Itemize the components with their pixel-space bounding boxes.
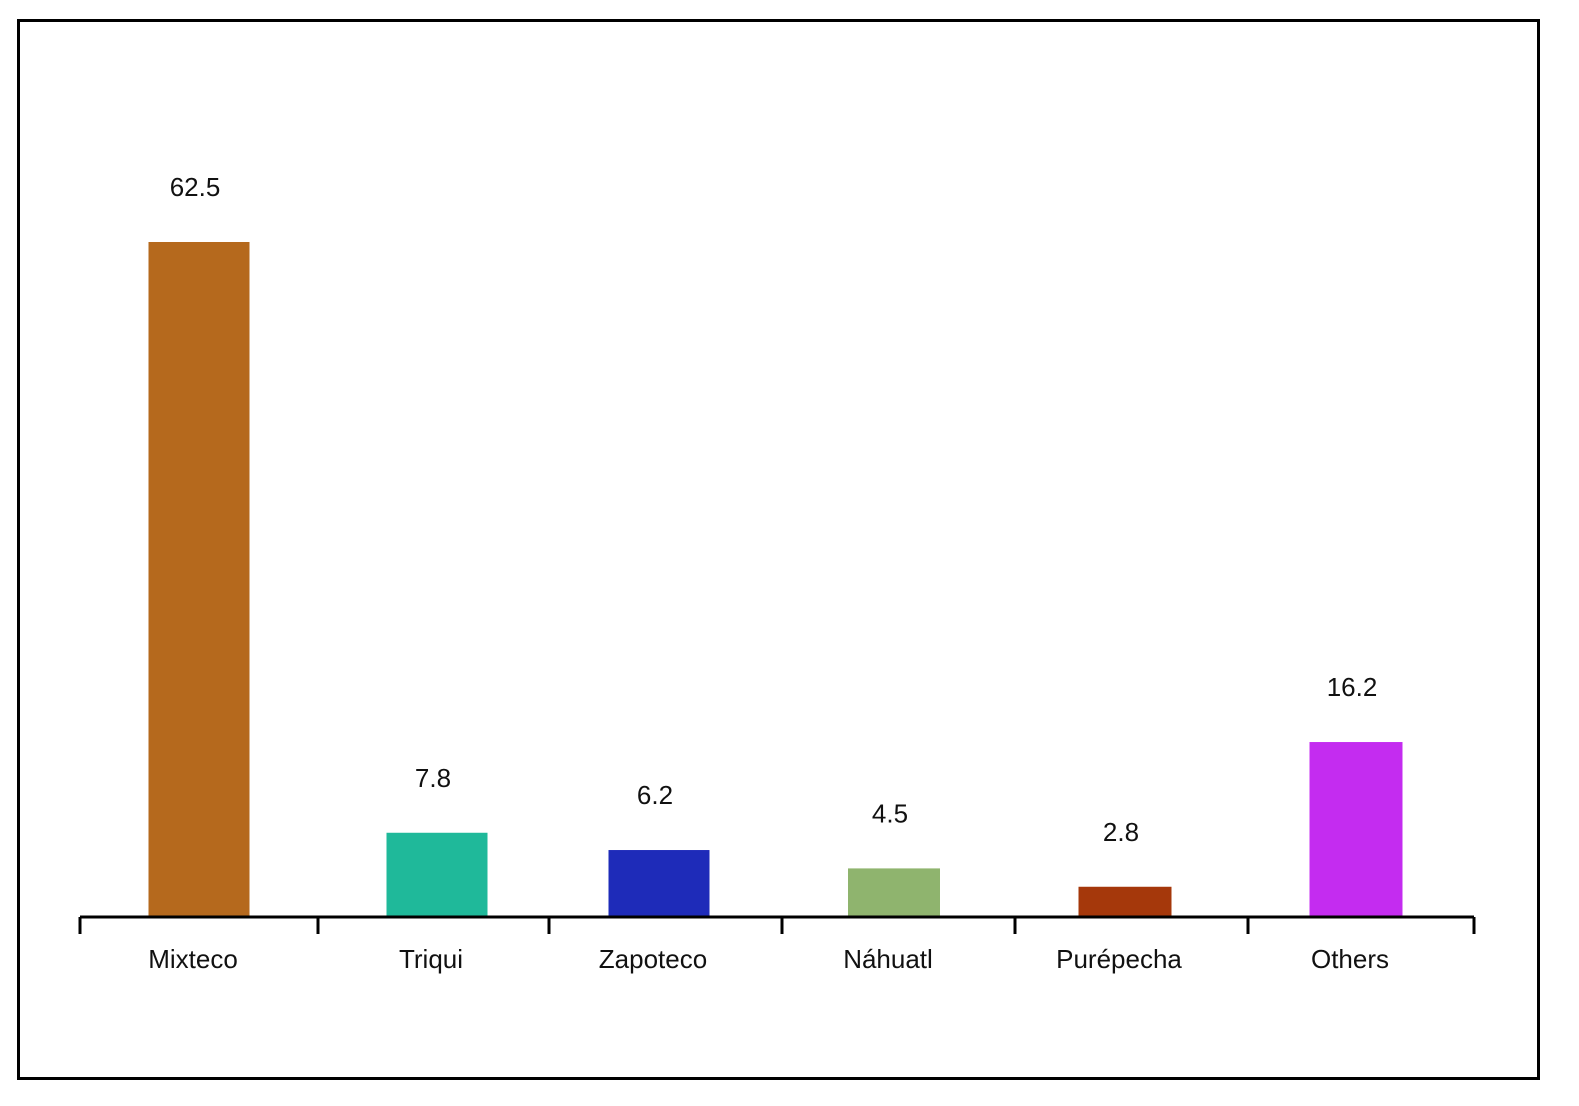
value-label-mixteco: 62.5 — [170, 172, 221, 202]
category-labels-group: Mixteco Triqui Zapoteco Náhuatl Purépecha Oth… — [148, 944, 1389, 974]
value-label-zapoteco: 6.2 — [637, 780, 673, 810]
category-label-triqui: Triqui — [399, 944, 463, 974]
value-label-purépecha: 2.8 — [1103, 817, 1139, 847]
value-label-others: 16.2 — [1327, 672, 1378, 702]
bar-zapoteco — [608, 850, 710, 917]
x-axis — [78, 915, 1476, 934]
bar-purépecha — [1078, 886, 1172, 917]
category-label-others: Others — [1311, 944, 1389, 974]
category-label-náhuatl: Náhuatl — [843, 944, 933, 974]
category-label-mixteco: Mixteco — [148, 944, 238, 974]
value-label-triqui: 7.8 — [415, 763, 451, 793]
bars-group — [148, 242, 1403, 917]
bar-mixteco — [148, 242, 250, 917]
bar-triqui — [386, 832, 488, 917]
category-label-zapoteco: Zapoteco — [599, 944, 707, 974]
chart-frame — [17, 19, 1540, 1080]
value-label-náhuatl: 4.5 — [872, 798, 908, 828]
bar-náhuatl — [848, 868, 940, 917]
value-labels-group: 62.5 7.8 6.2 4.5 2.8 16.2 — [170, 172, 1378, 847]
category-label-purépecha: Purépecha — [1056, 944, 1182, 974]
bar-others — [1309, 742, 1403, 917]
